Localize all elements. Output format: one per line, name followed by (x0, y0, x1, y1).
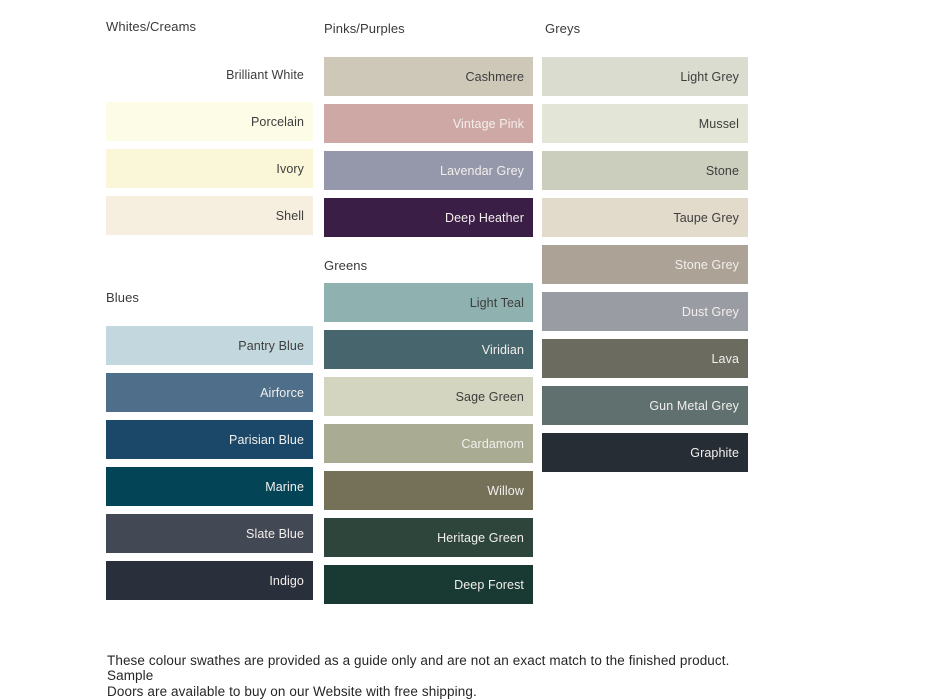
disclaimer-line-2: Doors are available to buy on our Websit… (107, 683, 477, 699)
swatch-label: Light Teal (469, 295, 524, 310)
swatch-sage-green: Sage Green (324, 377, 533, 416)
swatch-ivory: Ivory (106, 149, 313, 188)
swatch-label: Light Grey (680, 69, 739, 84)
swatch-label: Cashmere (465, 69, 524, 84)
swatch-label: Gun Metal Grey (649, 398, 739, 413)
swatch-marine: Marine (106, 467, 313, 506)
swatch-deep-forest: Deep Forest (324, 565, 533, 604)
swatch-label: Shell (275, 208, 304, 223)
swatch-indigo: Indigo (106, 561, 313, 600)
swatch-graphite: Graphite (542, 433, 748, 472)
swatch-mussel: Mussel (542, 104, 748, 143)
swatch-label: Indigo (269, 573, 304, 588)
swatch-cashmere: Cashmere (324, 57, 533, 96)
swatch-viridian: Viridian (324, 330, 533, 369)
swatch-lavendar-grey: Lavendar Grey (324, 151, 533, 190)
swatch-label: Deep Forest (454, 577, 524, 592)
swatch-label: Ivory (276, 161, 304, 176)
swatch-label: Taupe Grey (673, 210, 739, 225)
swatch-list-blues: Pantry Blue Airforce Parisian Blue Marine Sl… (106, 326, 313, 600)
swatch-stone: Stone (542, 151, 748, 190)
swatch-list-greens: Light Teal Viridian Sage Green Cardamom Will… (324, 283, 533, 604)
swatch-label: Dust Grey (681, 304, 739, 319)
swatch-brilliant-white: Brilliant White (106, 55, 313, 94)
swatch-label: Heritage Green (437, 530, 524, 545)
swatch-porcelain: Porcelain (106, 102, 313, 141)
swatch-label: Mussel (698, 116, 739, 131)
swatch-slate-blue: Slate Blue (106, 514, 313, 553)
swatch-deep-heather: Deep Heather (324, 198, 533, 237)
section-header-blues: Blues (106, 290, 140, 305)
swatch-cardamom: Cardamom (324, 424, 533, 463)
swatch-shell: Shell (106, 196, 313, 235)
section-header-pinks-purples: Pinks/Purples (324, 21, 405, 36)
swatch-label: Marine (265, 479, 304, 494)
swatch-label: Stone (705, 163, 739, 178)
swatch-pantry-blue: Pantry Blue (106, 326, 313, 365)
swatch-list-pinks-purples: Cashmere Vintage Pink Lavendar Grey Deep He… (324, 57, 533, 237)
swatch-light-grey: Light Grey (542, 57, 748, 96)
swatch-label: Stone Grey (674, 257, 739, 272)
disclaimer-line-1: These colour swathes are provided as a g… (107, 652, 738, 684)
section-header-greys: Greys (545, 21, 581, 36)
swatch-list-greys: Light Grey Mussel Stone Taupe Grey Stone Gre… (542, 57, 748, 472)
swatch-label: Graphite (690, 445, 739, 460)
swatch-label: Deep Heather (444, 210, 524, 225)
section-whites-creams: Whites/Creams Brilliant White Porcelain Iv… (106, 19, 313, 235)
swatch-airforce: Airforce (106, 373, 313, 412)
swatch-label: Willow (487, 483, 524, 498)
swatch-label: Parisian Blue (229, 432, 304, 447)
swatch-label: Pantry Blue (238, 338, 304, 353)
swatch-label: Slate Blue (246, 526, 304, 541)
section-blues: Blues Pantry Blue Airforce Parisian Blue Ma… (106, 290, 313, 600)
section-pinks-purples: Pinks/Purples Cashmere Vintage Pink Lavend… (324, 21, 533, 237)
swatch-label: Airforce (260, 385, 304, 400)
swatch-gun-metal-grey: Gun Metal Grey (542, 386, 748, 425)
swatch-label: Sage Green (455, 389, 524, 404)
section-greens: Greens Light Teal Viridian Sage Green Carda… (324, 258, 533, 604)
disclaimer-text: These colour swathes are provided as a g… (107, 653, 772, 700)
swatch-label: Brilliant White (226, 67, 304, 82)
swatch-taupe-grey: Taupe Grey (542, 198, 748, 237)
swatch-label: Cardamom (461, 436, 524, 451)
swatch-parisian-blue: Parisian Blue (106, 420, 313, 459)
swatch-label: Viridian (481, 342, 524, 357)
swatch-light-teal: Light Teal (324, 283, 533, 322)
section-header-whites-creams: Whites/Creams (106, 19, 197, 34)
section-header-greens: Greens (324, 258, 368, 273)
swatch-stone-grey: Stone Grey (542, 245, 748, 284)
swatch-label: Porcelain (250, 114, 304, 129)
swatch-willow: Willow (324, 471, 533, 510)
swatch-lava: Lava (542, 339, 748, 378)
swatch-list-whites-creams: Brilliant White Porcelain Ivory Shell (106, 55, 313, 235)
swatch-heritage-green: Heritage Green (324, 518, 533, 557)
swatch-vintage-pink: Vintage Pink (324, 104, 533, 143)
swatch-label: Lava (711, 351, 739, 366)
section-greys: Greys Light Grey Mussel Stone Taupe Grey Sto… (542, 21, 748, 472)
swatch-label: Vintage Pink (452, 116, 524, 131)
swatch-dust-grey: Dust Grey (542, 292, 748, 331)
swatch-label: Lavendar Grey (440, 163, 524, 178)
